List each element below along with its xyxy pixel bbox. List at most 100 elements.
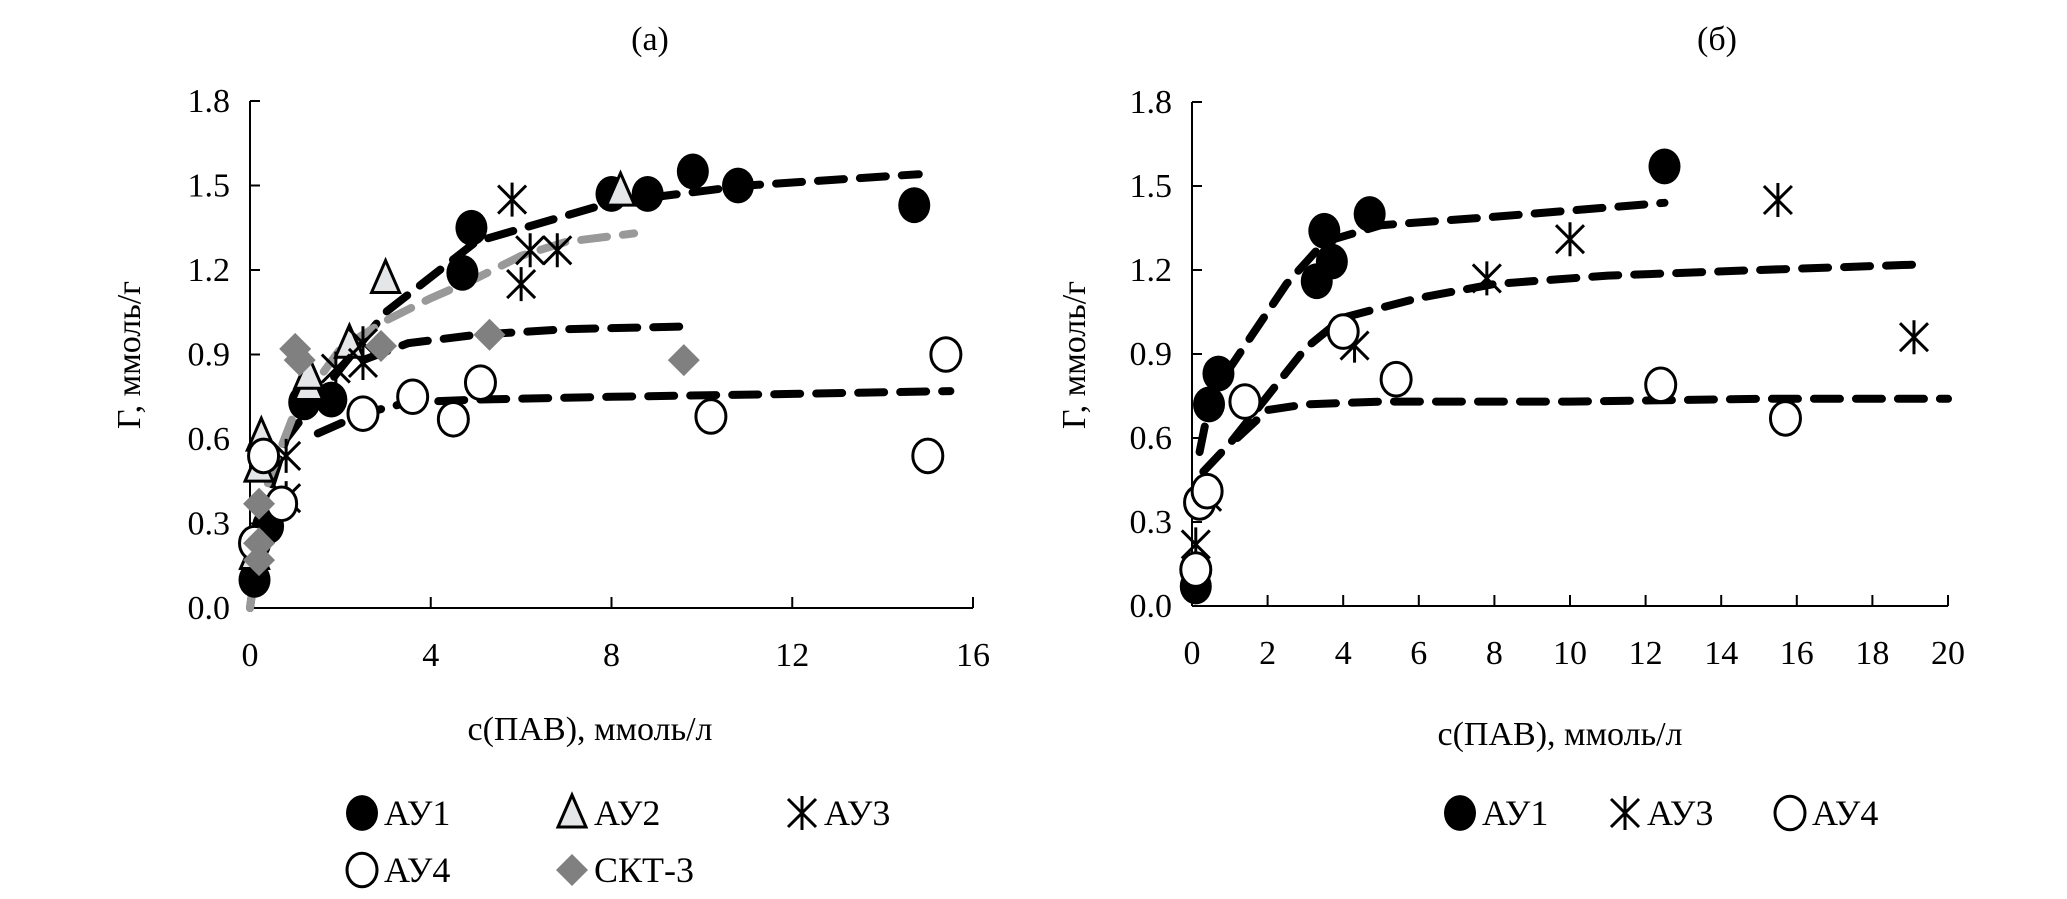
marker-filled-circle	[1315, 243, 1348, 280]
marker-filled-circle	[1308, 212, 1341, 249]
marker-diamond	[243, 544, 276, 577]
fit-line-АУ4	[1233, 394, 1952, 442]
x-tick-label: 12	[1629, 635, 1663, 672]
marker-diamond	[365, 330, 398, 363]
marker-open-circle	[1326, 313, 1360, 350]
x-tick-label: 12	[775, 637, 809, 674]
chart-title: (а)	[631, 21, 669, 58]
legend-item: АУ4	[1773, 793, 1878, 833]
y-tick-label: 0.6	[1130, 420, 1173, 457]
legend-label: СКТ-3	[594, 850, 694, 890]
marker-asterisk	[1762, 183, 1793, 217]
marker-open-circle	[247, 437, 281, 475]
fit-line-АУ3	[246, 229, 639, 612]
legend: АУ1 АУ3 АУ4	[1444, 793, 1878, 833]
marker-diamond	[473, 318, 506, 351]
x-axis-title: с(ПАВ), ммоль/л	[1438, 716, 1683, 753]
y-tick-label: 0.3	[188, 506, 231, 543]
x-tick-label: 4	[1335, 635, 1352, 672]
marker-filled-circle	[722, 167, 755, 204]
marker-open-circle	[1644, 366, 1678, 404]
x-tick-label: 6	[1410, 635, 1427, 672]
marker-filled-circle	[631, 176, 664, 212]
legend-item: АУ4	[345, 850, 450, 890]
x-axis-title: с(ПАВ), ммоль/л	[468, 711, 713, 748]
fit-line-АУ3	[1199, 260, 1926, 476]
legend-item: АУ3	[786, 793, 890, 833]
marker-asterisk	[506, 267, 537, 302]
series-АУ3	[271, 182, 573, 516]
marker-diamond	[667, 344, 700, 377]
fit-line-АУ1	[1195, 198, 1669, 456]
legend: АУ1 АУ2 АУ3 АУ4 СКТ-3	[345, 791, 890, 890]
marker-asterisk	[1554, 222, 1586, 257]
marker-open-circle	[911, 437, 945, 475]
marker-filled-circle	[455, 209, 488, 246]
marker-open-circle	[694, 398, 728, 435]
legend-label: АУ1	[384, 793, 450, 833]
x-tick-label: 16	[956, 637, 990, 674]
legend-label: АУ4	[384, 850, 450, 890]
marker-open-circle	[345, 851, 379, 889]
marker-filled-circle	[676, 153, 709, 190]
marker-open-circle	[1228, 383, 1262, 420]
marker-open-circle	[1190, 472, 1224, 510]
legend-item: АУ3	[1609, 793, 1713, 833]
marker-triangle	[555, 791, 589, 829]
marker-triangle	[604, 169, 637, 207]
marker-open-circle	[929, 336, 963, 373]
chart-panel-a: (а) 0.0 0.3 0.6 0.9 1.2 1.5 1.8 0 4 8 12 16 с(ПАВ), м…	[111, 21, 990, 890]
y-tick-label: 1.8	[188, 83, 231, 120]
marker-diamond	[243, 487, 276, 520]
marker-open-circle	[1773, 794, 1807, 832]
marker-filled-circle	[1444, 795, 1476, 831]
marker-asterisk	[1609, 796, 1641, 830]
marker-diamond	[556, 854, 588, 886]
legend-item: АУ2	[555, 791, 660, 833]
legend-label: АУ3	[824, 793, 890, 833]
series-СКТ-3	[243, 318, 700, 577]
x-tick-label: 0	[242, 637, 259, 674]
series-АУ1	[1179, 148, 1681, 605]
x-tick-label: 14	[1704, 635, 1738, 672]
marker-diamond	[283, 344, 316, 377]
x-tick-label: 8	[1486, 635, 1503, 672]
marker-triangle	[369, 256, 402, 294]
marker-filled-circle	[1353, 196, 1386, 232]
marker-asterisk	[1471, 261, 1502, 296]
marker-open-circle	[1179, 551, 1213, 588]
x-tick-label: 8	[603, 637, 620, 674]
x-tick-label: 10	[1553, 635, 1587, 672]
x-tick-label: 0	[1184, 635, 1201, 672]
legend-item: АУ1	[346, 793, 450, 833]
marker-filled-circle	[1648, 148, 1681, 185]
marker-filled-circle	[1202, 355, 1235, 392]
legend-item: СКТ-3	[556, 850, 694, 890]
marker-asterisk	[786, 796, 818, 830]
marker-asterisk	[497, 182, 528, 217]
marker-open-circle	[396, 378, 430, 416]
marker-open-circle	[436, 400, 470, 438]
series-АУ4	[238, 336, 963, 562]
marker-filled-circle	[346, 795, 378, 831]
marker-asterisk	[515, 233, 546, 268]
y-axis-title: Г, ммоль/г	[1056, 281, 1093, 429]
y-tick-label: 0.9	[188, 337, 231, 374]
y-tick-label: 1.5	[1130, 168, 1173, 205]
series-АУ3	[1180, 183, 1930, 562]
legend-label: АУ1	[1482, 793, 1548, 833]
x-tick-label: 20	[1931, 635, 1965, 672]
marker-asterisk	[320, 351, 351, 386]
marker-asterisk	[1898, 320, 1930, 355]
y-tick-label: 1.2	[1130, 252, 1173, 289]
x-tick-label: 2	[1259, 635, 1276, 672]
marker-open-circle	[346, 395, 380, 432]
x-tick-label: 4	[422, 637, 439, 674]
marker-diamond	[243, 527, 276, 560]
y-tick-label: 1.5	[188, 168, 231, 205]
y-tick-label: 0.9	[1130, 336, 1173, 373]
x-tick-label: 16	[1780, 635, 1814, 672]
x-tick-label: 18	[1855, 635, 1889, 672]
marker-filled-circle	[315, 381, 348, 418]
